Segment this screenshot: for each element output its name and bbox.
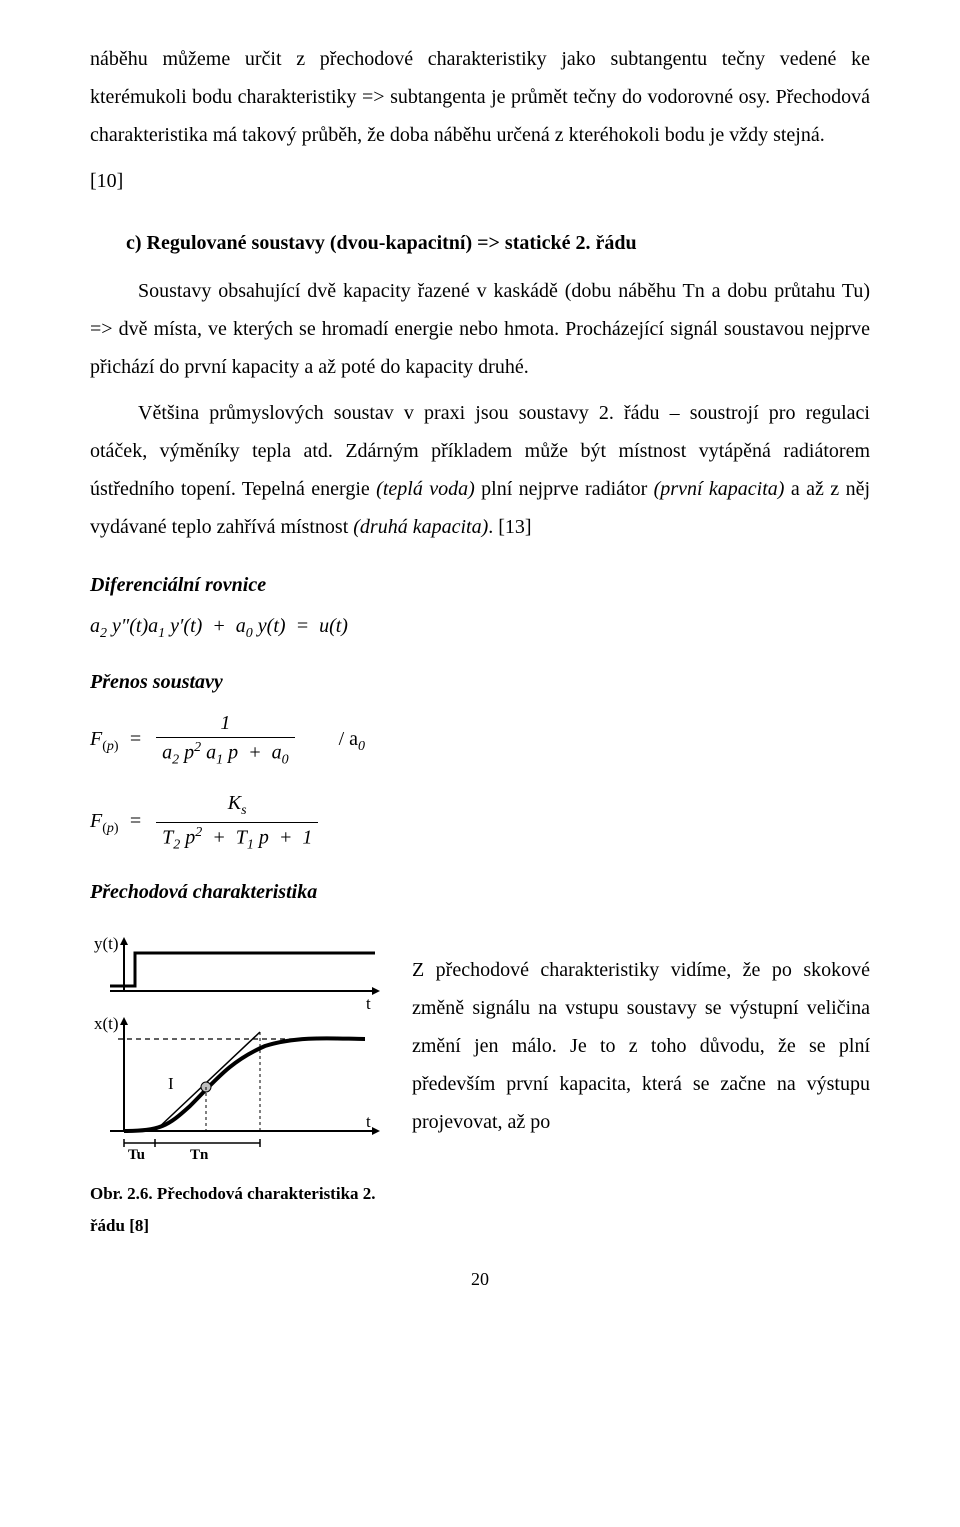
para3f-italic: (druhá kapacita)	[353, 516, 488, 538]
eqf2-T2s: 2	[173, 838, 180, 853]
figure-caption: Obr. 2.6. Přechodová charakteristika 2. …	[90, 1178, 390, 1243]
paragraph-soustavy: Soustavy obsahující dvě kapacity řazené …	[90, 272, 870, 386]
eqf2-T1: T	[236, 827, 247, 849]
eqf1-p: p	[228, 741, 238, 763]
eqf1-p2: p	[184, 741, 194, 763]
eq-a0: a	[236, 615, 246, 637]
paragraph-example: Většina průmyslových soustav v praxi jso…	[90, 394, 870, 546]
eqf2-T1s: 1	[247, 838, 254, 853]
svg-text:I: I	[168, 1074, 174, 1093]
eqf1-psub: p	[107, 739, 114, 754]
svg-text:Tn: Tn	[190, 1147, 209, 1161]
svg-text:t: t	[366, 994, 371, 1013]
eq-a2: a	[90, 615, 100, 637]
para3b-italic: (teplá voda)	[376, 478, 475, 500]
eq-t1: t	[136, 615, 142, 637]
eqf1-den: a2 p2 a1 p + a0	[156, 738, 295, 769]
eq-a1: a	[148, 615, 158, 637]
equation-transfer-2: F(p) = Ks T2 p2 + T1 p + 1	[90, 791, 870, 854]
eq-t3: t	[273, 615, 279, 637]
heading-step-response: Přechodová charakteristika	[90, 873, 870, 911]
figure-side-paragraph: Z přechodové charakteristiky vidíme, že …	[412, 931, 870, 1141]
para3g: . [13]	[488, 516, 531, 538]
eqf1-a2s: 2	[172, 752, 179, 767]
eqf2-num: Ks	[156, 791, 318, 823]
eqf2-p2: p	[185, 827, 195, 849]
heading-diff-equation: Diferenciální rovnice	[90, 566, 870, 604]
para3d-italic: (první kapacita)	[654, 478, 785, 500]
eq-t4: t	[336, 615, 342, 637]
eqf2-p2s: 2	[195, 825, 202, 840]
eqf1-a1s: 1	[216, 752, 223, 767]
eqf2-fraction: Ks T2 p2 + T1 p + 1	[156, 791, 318, 854]
heading-transfer: Přenos soustavy	[90, 663, 870, 701]
eqf1-a0s: 0	[282, 752, 289, 767]
upper-step-plot: y(t) t	[94, 934, 380, 1013]
eqf1-fraction: 1 a2 p2 a1 p + a0	[156, 711, 295, 769]
figure-row: y(t) t I	[90, 931, 870, 1243]
lower-response-plot: I x(t) t Tu Tn	[94, 1014, 380, 1161]
ref-10: [10]	[90, 162, 870, 200]
eq-a2-sub: 2	[100, 626, 107, 641]
eqf2-F: F	[90, 810, 102, 832]
paragraph-intro: náběhu můžeme určit z přechodové charakt…	[90, 40, 870, 154]
eq-t2: t	[190, 615, 196, 637]
eqf2-psub: p	[107, 821, 114, 836]
eq-y2: y	[170, 615, 179, 637]
eqf1-p2s: 2	[194, 740, 201, 755]
eqf1-right-sub: 0	[358, 739, 365, 754]
eqf2-K: K	[228, 792, 241, 814]
equation-differential: a2 y″(t)a1 y′(t) + a0 y(t) = u(t)	[90, 614, 870, 643]
svg-text:x(t): x(t)	[94, 1014, 119, 1033]
equation-transfer-1: F(p) = 1 a2 p2 a1 p + a0 / a0	[90, 711, 870, 769]
figure-2-6: y(t) t I	[90, 931, 390, 1243]
page-number: 20	[90, 1262, 870, 1296]
eqf2-Ks: s	[241, 803, 246, 818]
eqf1-right: / a	[339, 728, 358, 750]
eq-a0-sub: 0	[246, 626, 253, 641]
para1-text: náběhu můžeme určit z přechodové charakt…	[90, 48, 870, 146]
eqf2-one: 1	[302, 827, 312, 849]
eqf1-a2: a	[162, 741, 172, 763]
eqf1-a0: a	[272, 741, 282, 763]
svg-text:y(t): y(t)	[94, 934, 119, 953]
svg-text:Tu: Tu	[128, 1147, 145, 1161]
eqf1-F: F	[90, 728, 102, 750]
eq-y1: y	[112, 615, 121, 637]
eqf2-p1: p	[259, 827, 269, 849]
eq-u: u	[319, 615, 329, 637]
eqf2-den: T2 p2 + T1 p + 1	[156, 823, 318, 854]
section-c-heading: c) Regulované soustavy (dvou-kapacitní) …	[90, 224, 870, 262]
eq-a1-sub: 1	[158, 626, 165, 641]
eqf2-T2: T	[162, 827, 173, 849]
eqf1-num: 1	[156, 711, 295, 738]
svg-text:t: t	[366, 1112, 371, 1131]
eq-y3: y	[258, 615, 267, 637]
eqf1-a1: a	[206, 741, 216, 763]
para3c: plní nejprve radiátor	[475, 478, 654, 500]
